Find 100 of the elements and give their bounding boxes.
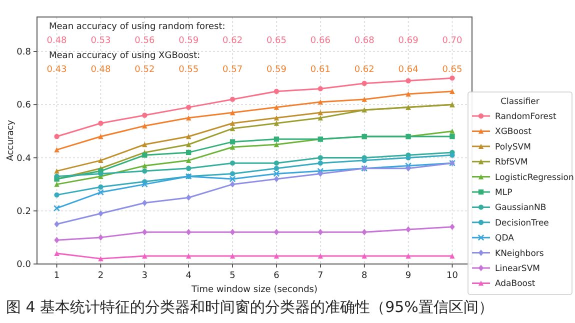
- annotation: 0.56: [134, 36, 155, 46]
- point: [142, 228, 148, 236]
- point: [142, 200, 148, 206]
- legend-label: RandomForest: [495, 112, 557, 122]
- x-tick-label: 2: [98, 271, 104, 281]
- legend-label: LinearSVM: [495, 264, 540, 274]
- point: [274, 120, 280, 126]
- point: [273, 170, 280, 177]
- point: [98, 158, 104, 164]
- point: [98, 184, 104, 190]
- point: [54, 204, 60, 212]
- point: [142, 152, 148, 158]
- point: [274, 166, 280, 171]
- point: [142, 168, 148, 174]
- point: [318, 86, 324, 92]
- legend-label: PolySVM: [495, 142, 531, 152]
- point: [54, 174, 60, 179]
- point: [362, 253, 367, 259]
- point: [97, 189, 104, 196]
- point: [450, 152, 455, 158]
- point: [230, 144, 236, 150]
- legend-label: LogisticRegression: [495, 172, 574, 183]
- point: [362, 228, 367, 236]
- x-tick-label: 8: [361, 271, 368, 281]
- x-tick-label: 5: [230, 271, 236, 281]
- point: [450, 88, 455, 94]
- point: [54, 134, 60, 140]
- legend-label: AdaBoost: [495, 279, 536, 290]
- x-tick-label: 10: [446, 271, 458, 281]
- point: [230, 160, 236, 166]
- annotation: 0.53: [90, 36, 111, 46]
- point: [362, 96, 367, 102]
- point: [98, 234, 104, 241]
- point: [54, 147, 60, 152]
- point: [317, 168, 324, 174]
- annotation: 0.62: [222, 36, 243, 46]
- x-tick-label: 7: [318, 271, 324, 281]
- annotation: 0.70: [442, 36, 463, 46]
- point: [274, 142, 280, 148]
- point: [186, 150, 192, 156]
- point: [274, 115, 280, 121]
- y-axis-title: Accuracy: [6, 119, 16, 162]
- annotation: 0.66: [310, 36, 331, 46]
- point: [450, 128, 455, 134]
- point: [318, 99, 324, 105]
- annotation: 0.65: [442, 65, 462, 75]
- annotation: 0.59: [178, 36, 199, 46]
- annotation: Mean accuracy of using random forest:: [49, 22, 226, 32]
- x-tick-label: 9: [405, 271, 412, 281]
- point: [142, 112, 148, 118]
- point: [406, 165, 411, 172]
- annotation: 0.55: [178, 65, 199, 75]
- annotation: 0.52: [134, 65, 155, 75]
- point: [54, 236, 60, 244]
- annotation: 0.61: [310, 65, 330, 75]
- point: [98, 120, 104, 126]
- legend-label: QDA: [495, 234, 514, 244]
- annotation: 0.69: [398, 36, 419, 46]
- point: [318, 253, 324, 259]
- point: [405, 162, 412, 169]
- point: [98, 171, 104, 176]
- point: [186, 115, 192, 121]
- point: [229, 176, 236, 182]
- point: [230, 171, 236, 176]
- point: [186, 228, 192, 236]
- point: [186, 158, 192, 164]
- point: [318, 170, 324, 177]
- x-tick-label: 6: [274, 271, 280, 281]
- annotation: 0.48: [90, 65, 111, 75]
- annotation: 0.48: [46, 36, 68, 46]
- point: [230, 126, 236, 132]
- x-tick-label: 4: [186, 271, 192, 281]
- point: [230, 139, 236, 144]
- x-axis-title: Time window size (seconds): [190, 285, 318, 295]
- point: [186, 253, 192, 259]
- annotation: 0.43: [46, 65, 67, 75]
- annotation: 0.57: [222, 65, 243, 75]
- point: [362, 80, 367, 86]
- point: [186, 134, 192, 140]
- y-tick-label: 0.6: [16, 100, 32, 111]
- point: [406, 78, 411, 84]
- text: 图 4 基本统计特征的分类器和时间窗的分类器的准确性（95%置信区间）: [6, 298, 494, 316]
- legend-label: XGBoost: [495, 127, 532, 138]
- legend-label: GaussianNB: [495, 203, 546, 214]
- point: [142, 123, 148, 128]
- point: [406, 91, 411, 97]
- point: [186, 166, 192, 171]
- point: [142, 142, 148, 148]
- point: [98, 134, 104, 140]
- point: [98, 256, 104, 262]
- legend-title: Classifier: [500, 97, 540, 107]
- point: [186, 194, 192, 201]
- point: [406, 155, 411, 160]
- point: [230, 228, 236, 236]
- point: [274, 104, 280, 110]
- point: [274, 176, 280, 182]
- annotation: 0.64: [398, 65, 419, 75]
- point: [274, 136, 280, 142]
- point: [318, 115, 324, 121]
- point: [142, 253, 148, 259]
